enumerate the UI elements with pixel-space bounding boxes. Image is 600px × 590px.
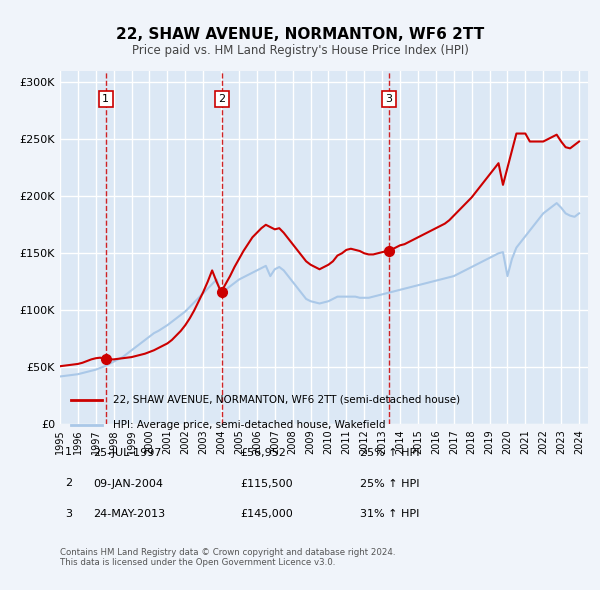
Text: £56,952: £56,952	[240, 448, 286, 458]
Text: 22, SHAW AVENUE, NORMANTON, WF6 2TT (semi-detached house): 22, SHAW AVENUE, NORMANTON, WF6 2TT (sem…	[113, 395, 460, 405]
Text: 1: 1	[65, 447, 72, 457]
Text: £115,500: £115,500	[240, 479, 293, 489]
Text: 25% ↑ HPI: 25% ↑ HPI	[360, 479, 419, 489]
Text: HPI: Average price, semi-detached house, Wakefield: HPI: Average price, semi-detached house,…	[113, 419, 385, 430]
Text: 2: 2	[218, 94, 225, 104]
Text: 31% ↑ HPI: 31% ↑ HPI	[360, 510, 419, 519]
Text: 2: 2	[65, 478, 72, 488]
Text: 25-JUL-1997: 25-JUL-1997	[93, 448, 161, 458]
Text: Price paid vs. HM Land Registry's House Price Index (HPI): Price paid vs. HM Land Registry's House …	[131, 44, 469, 57]
Text: 1: 1	[103, 94, 109, 104]
Text: £145,000: £145,000	[240, 510, 293, 519]
Text: Contains HM Land Registry data © Crown copyright and database right 2024.
This d: Contains HM Land Registry data © Crown c…	[60, 548, 395, 567]
Text: 3: 3	[65, 509, 72, 519]
Text: 3: 3	[386, 94, 392, 104]
Text: 25% ↑ HPI: 25% ↑ HPI	[360, 448, 419, 458]
Text: 09-JAN-2004: 09-JAN-2004	[93, 479, 163, 489]
Text: 22, SHAW AVENUE, NORMANTON, WF6 2TT: 22, SHAW AVENUE, NORMANTON, WF6 2TT	[116, 27, 484, 41]
Text: 24-MAY-2013: 24-MAY-2013	[93, 510, 165, 519]
